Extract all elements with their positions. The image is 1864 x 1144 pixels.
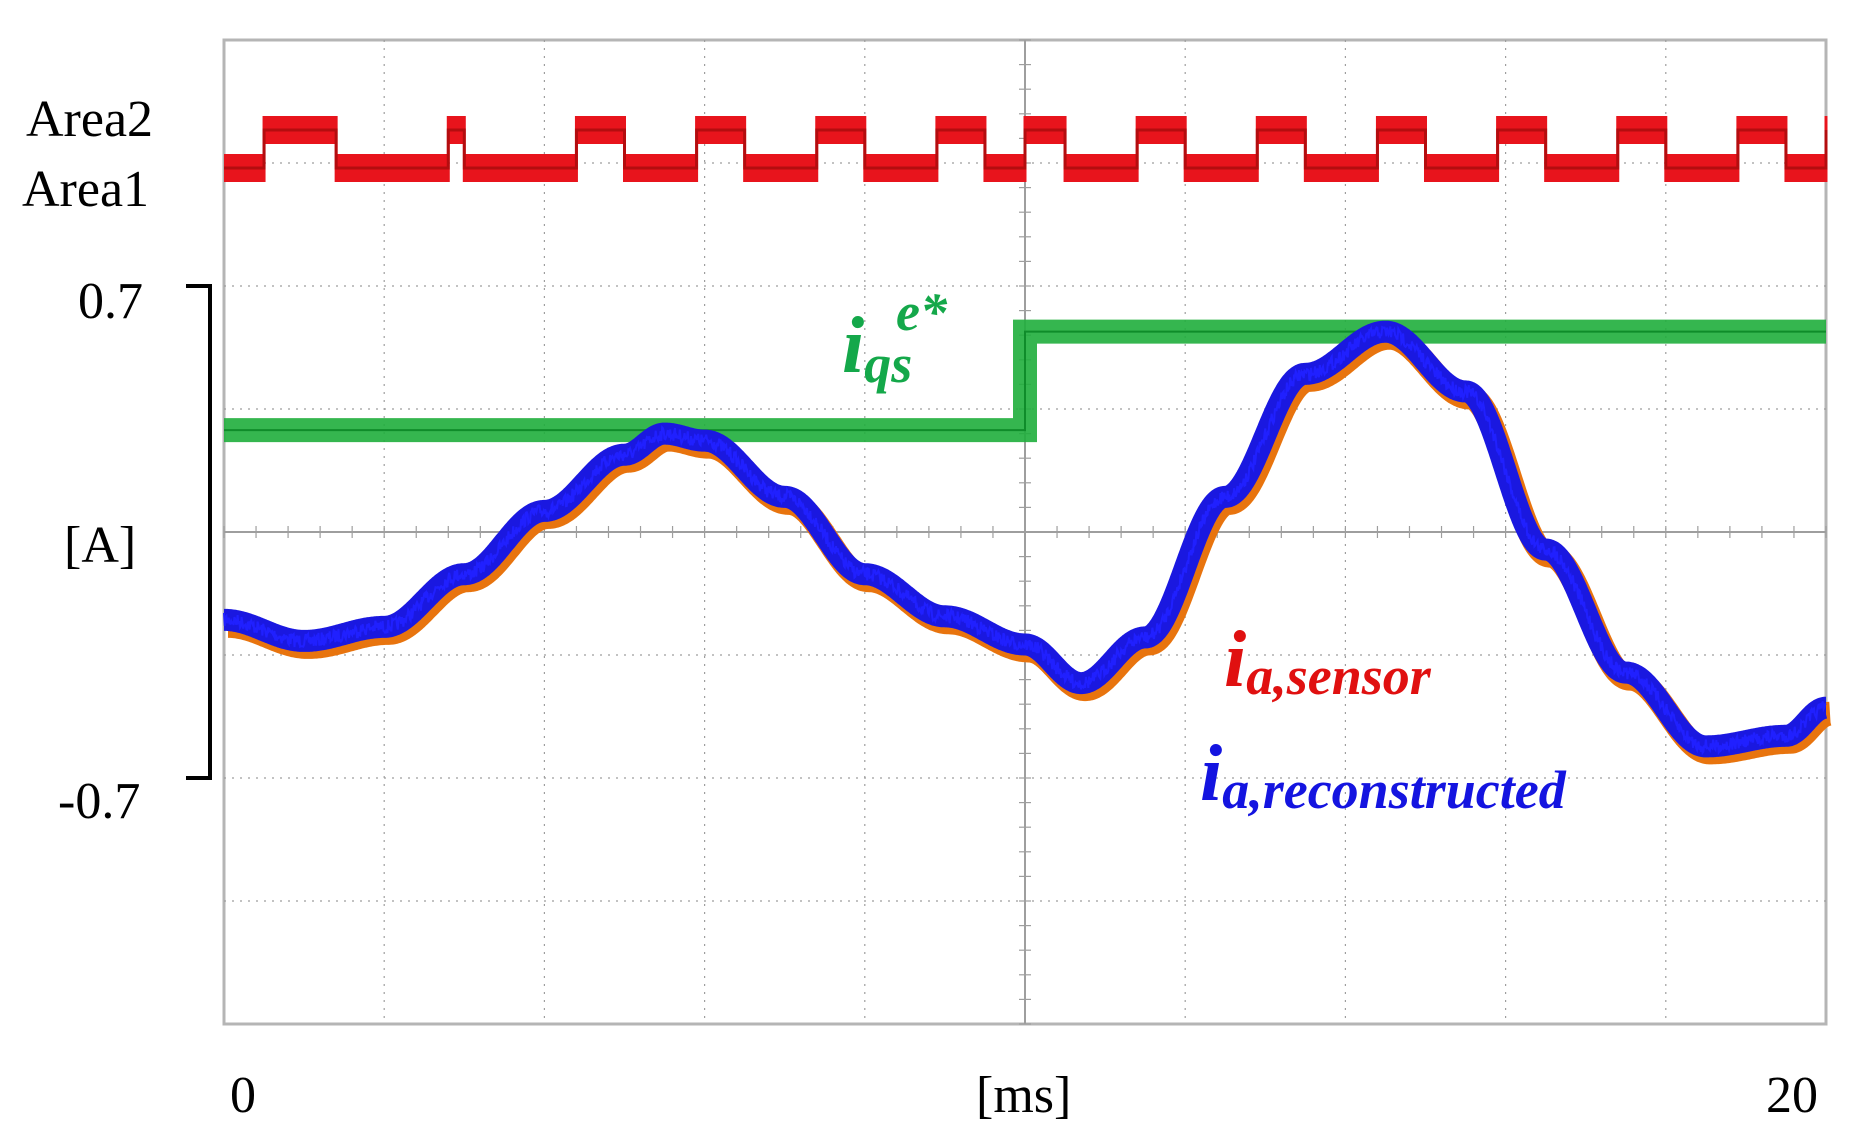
y-top-label: 0.7 bbox=[78, 273, 143, 330]
x-unit-label: [ms] bbox=[976, 1067, 1071, 1124]
iqs-base: i bbox=[842, 302, 864, 390]
x-end-label: 20 bbox=[1766, 1067, 1818, 1124]
reconstructed-base: i bbox=[1200, 730, 1222, 818]
y-bottom-label: -0.7 bbox=[58, 773, 140, 830]
iqs-subscript: qs bbox=[864, 334, 912, 394]
iqs-superscript: e* bbox=[896, 282, 948, 342]
sensor-subscript: a,sensor bbox=[1246, 646, 1432, 706]
y-unit-label: [A] bbox=[64, 517, 136, 574]
y-scale-bar bbox=[186, 284, 212, 780]
x-start-label: 0 bbox=[230, 1067, 256, 1124]
reconstructed-subscript: a,reconstructed bbox=[1222, 760, 1566, 820]
iqs-line bbox=[224, 330, 1826, 432]
scale-bar-bracket bbox=[186, 284, 212, 780]
area2-label: Area2 bbox=[26, 91, 153, 148]
iqs-reference-trace bbox=[224, 319, 1826, 443]
reconstructed-annotation: ia,reconstructed bbox=[1200, 730, 1567, 820]
area-centerline bbox=[224, 128, 1828, 170]
ia-reconstructed-noise bbox=[223, 325, 1827, 756]
sensor-annotation: ia,sensor bbox=[1224, 616, 1432, 706]
area-signal-trace bbox=[224, 116, 1828, 182]
sensor-base: i bbox=[1224, 616, 1246, 704]
area1-label: Area1 bbox=[22, 161, 149, 218]
iqs-annotation: iqs bbox=[842, 302, 912, 394]
ia-reconstructed-trace bbox=[213, 320, 1837, 758]
